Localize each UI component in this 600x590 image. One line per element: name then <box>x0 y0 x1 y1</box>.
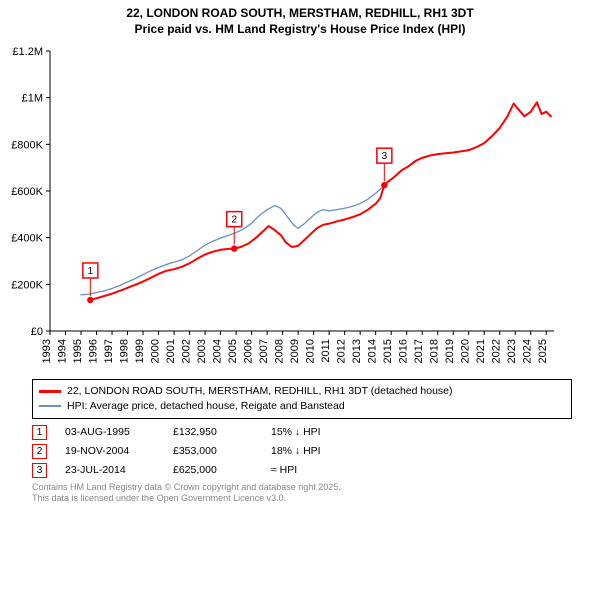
x-tick-label: 2024 <box>522 339 534 363</box>
x-tick-label: 2006 <box>243 339 255 363</box>
transaction-hpi-delta: 18% ↓ HPI <box>271 445 572 457</box>
transaction-date: 03-AUG-1995 <box>65 426 155 438</box>
sale-marker-dot <box>87 297 93 303</box>
transaction-date: 19-NOV-2004 <box>65 445 155 457</box>
legend-label: HPI: Average price, detached house, Reig… <box>67 399 345 414</box>
title-line-1: 22, LONDON ROAD SOUTH, MERSTHAM, REDHILL… <box>10 6 590 22</box>
x-tick-label: 2012 <box>336 339 348 363</box>
sale-marker-number: 2 <box>231 215 237 226</box>
transaction-index-box: 2 <box>32 444 47 459</box>
footer-line-1: Contains HM Land Registry data © Crown c… <box>32 482 572 493</box>
transaction-date: 23-JUL-2014 <box>65 464 155 476</box>
x-tick-label: 1997 <box>103 339 115 363</box>
y-tick-label: £1M <box>22 93 43 105</box>
x-tick-label: 2001 <box>165 339 177 363</box>
x-tick-label: 2022 <box>491 339 503 363</box>
line-chart: £0£200K£400K£600K£800K£1M£1.2M1993199419… <box>2 43 562 373</box>
transaction-row: 2 19-NOV-2004 £353,000 18% ↓ HPI <box>32 442 572 461</box>
transaction-price: £353,000 <box>173 445 253 457</box>
x-tick-label: 2010 <box>305 339 317 363</box>
legend-label: 22, LONDON ROAD SOUTH, MERSTHAM, REDHILL… <box>67 384 453 399</box>
x-tick-label: 1993 <box>41 339 53 363</box>
sale-marker-number: 1 <box>88 266 94 277</box>
x-tick-label: 2021 <box>475 339 487 363</box>
x-tick-label: 1994 <box>57 339 69 363</box>
sale-marker-number: 3 <box>382 151 388 162</box>
sale-marker-dot <box>231 246 237 252</box>
x-tick-label: 2008 <box>274 339 286 363</box>
x-tick-label: 2023 <box>506 339 518 363</box>
transaction-hpi-delta: ≈ HPI <box>271 464 572 476</box>
title-line-2: Price paid vs. HM Land Registry's House … <box>10 22 590 38</box>
transaction-index-box: 3 <box>32 463 47 478</box>
legend-item: HPI: Average price, detached house, Reig… <box>39 399 565 414</box>
transaction-row: 3 23-JUL-2014 £625,000 ≈ HPI <box>32 461 572 480</box>
x-tick-label: 2004 <box>212 339 224 363</box>
chart-title-block: 22, LONDON ROAD SOUTH, MERSTHAM, REDHILL… <box>0 0 600 39</box>
transaction-table: 1 03-AUG-1995 £132,950 15% ↓ HPI 2 19-NOV-200… <box>32 423 572 480</box>
footer-attribution: Contains HM Land Registry data © Crown c… <box>32 482 572 505</box>
x-tick-label: 2002 <box>181 339 193 363</box>
legend-swatch <box>39 390 61 393</box>
legend-swatch <box>39 405 61 407</box>
x-tick-label: 2014 <box>367 339 379 363</box>
x-tick-label: 2007 <box>258 339 270 363</box>
x-tick-label: 2015 <box>382 339 394 363</box>
x-tick-label: 2000 <box>150 339 162 363</box>
x-tick-label: 2020 <box>460 339 472 363</box>
x-tick-label: 2011 <box>320 339 332 363</box>
x-tick-label: 2016 <box>398 339 410 363</box>
y-tick-label: £1.2M <box>12 46 43 58</box>
transaction-price: £625,000 <box>173 464 253 476</box>
transaction-index-box: 1 <box>32 425 47 440</box>
sale-marker-dot <box>381 182 387 188</box>
y-tick-label: £800K <box>11 140 43 152</box>
series-hpi <box>81 103 551 296</box>
x-tick-label: 2005 <box>227 339 239 363</box>
footer-line-2: This data is licensed under the Open Gov… <box>32 493 572 504</box>
y-tick-label: £400K <box>11 233 43 245</box>
x-tick-label: 2013 <box>351 339 363 363</box>
transaction-price: £132,950 <box>173 426 253 438</box>
legend: 22, LONDON ROAD SOUTH, MERSTHAM, REDHILL… <box>32 379 572 418</box>
x-tick-label: 2003 <box>196 339 208 363</box>
x-tick-label: 1999 <box>134 339 146 363</box>
legend-item: 22, LONDON ROAD SOUTH, MERSTHAM, REDHILL… <box>39 384 565 399</box>
y-tick-label: £600K <box>11 186 43 198</box>
x-tick-label: 1996 <box>88 339 100 363</box>
x-tick-label: 2009 <box>289 339 301 363</box>
x-tick-label: 1998 <box>119 339 131 363</box>
x-tick-label: 2025 <box>537 339 549 363</box>
x-tick-label: 2017 <box>413 339 425 363</box>
x-tick-label: 2019 <box>444 339 456 363</box>
y-tick-label: £200K <box>11 280 43 292</box>
series-price_paid <box>90 103 551 301</box>
y-tick-label: £0 <box>31 326 43 338</box>
transaction-row: 1 03-AUG-1995 £132,950 15% ↓ HPI <box>32 423 572 442</box>
chart-container: £0£200K£400K£600K£800K£1M£1.2M1993199419… <box>2 43 572 373</box>
x-tick-label: 1995 <box>72 339 84 363</box>
transaction-hpi-delta: 15% ↓ HPI <box>271 426 572 438</box>
x-tick-label: 2018 <box>429 339 441 363</box>
